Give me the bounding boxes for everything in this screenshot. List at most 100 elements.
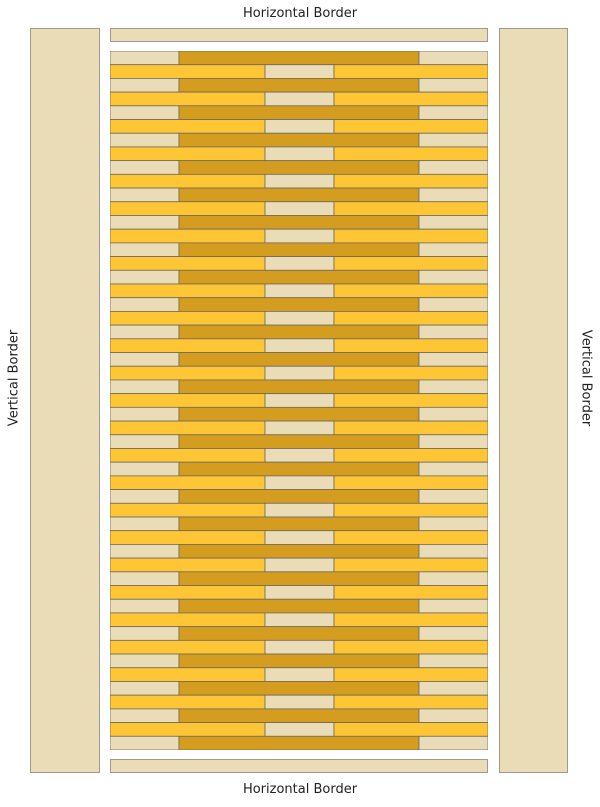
quilt-piece-light [110, 132, 180, 148]
quilt-piece-light [418, 187, 488, 203]
quilt-piece-bright-gold [333, 448, 488, 463]
quilt-piece-bright-gold [333, 64, 488, 79]
quilt-piece-dark-gold [178, 461, 420, 477]
quilt-piece-light [264, 448, 335, 463]
quilt-piece-bright-gold [333, 502, 488, 518]
quilt-piece-dark-gold [178, 598, 420, 614]
quilt-piece-bright-gold [333, 365, 488, 381]
quilt-piece-light [418, 708, 488, 723]
quilt-piece-dark-gold [178, 187, 420, 203]
quilt-center-panel [110, 51, 488, 750]
quilt-piece-bright-gold [333, 283, 488, 299]
quilt-piece-dark-gold [178, 269, 420, 285]
quilt-piece-light [418, 571, 488, 586]
quilt-piece-dark-gold [178, 489, 420, 504]
quilt-piece-light [110, 105, 180, 120]
quilt-piece-bright-gold [110, 311, 266, 326]
quilt-piece-bright-gold [333, 146, 488, 162]
quilt-piece-light [110, 516, 180, 532]
quilt-piece-dark-gold [178, 626, 420, 641]
quilt-piece-bright-gold [110, 585, 266, 600]
quilt-piece-light [264, 228, 335, 244]
quilt-piece-light [418, 379, 488, 395]
quilt-piece-light [110, 571, 180, 586]
quilt-piece-dark-gold [178, 215, 420, 230]
quilt-piece-bright-gold [333, 201, 488, 216]
quilt-piece-dark-gold [178, 51, 420, 66]
quilt-piece-light [418, 215, 488, 230]
quilt-piece-bright-gold [333, 557, 488, 573]
quilt-piece-light [264, 667, 335, 682]
quilt-piece-bright-gold [333, 722, 488, 737]
quilt-piece-light [264, 420, 335, 436]
quilt-piece-light [264, 119, 335, 134]
quilt-piece-bright-gold [333, 311, 488, 326]
quilt-piece-light [264, 612, 335, 628]
quilt-piece-bright-gold [110, 146, 266, 162]
quilt-piece-light [418, 352, 488, 367]
quilt-piece-dark-gold [178, 105, 420, 120]
quilt-piece-light [418, 269, 488, 285]
quilt-piece-light [110, 215, 180, 230]
quilt-piece-light [110, 297, 180, 312]
quilt-piece-bright-gold [110, 256, 266, 271]
quilt-piece-light [418, 51, 488, 66]
quilt-piece-light [418, 489, 488, 504]
quilt-piece-light [110, 681, 180, 696]
quilt-piece-light [264, 283, 335, 299]
horizontal-border-bottom [110, 759, 488, 773]
quilt-piece-light [110, 626, 180, 641]
quilt-piece-dark-gold [178, 352, 420, 367]
quilt-piece-light [418, 735, 488, 750]
quilt-piece-bright-gold [333, 393, 488, 408]
quilt-piece-bright-gold [110, 64, 266, 79]
quilt-piece-light [264, 338, 335, 353]
quilt-piece-bright-gold [333, 228, 488, 244]
quilt-piece-bright-gold [110, 420, 266, 436]
horizontal-border-label-bottom: Horizontal Border [242, 782, 358, 797]
quilt-piece-light [264, 639, 335, 655]
horizontal-border-top [110, 28, 488, 42]
quilt-piece-bright-gold [110, 228, 266, 244]
quilt-piece-light [110, 406, 180, 422]
quilt-piece-light [264, 256, 335, 271]
quilt-piece-light [110, 379, 180, 395]
quilt-piece-bright-gold [333, 667, 488, 682]
quilt-piece-bright-gold [110, 667, 266, 682]
quilt-piece-light [418, 132, 488, 148]
vertical-border-label-left: Vertical Border [6, 329, 22, 427]
quilt-piece-light [110, 324, 180, 340]
quilt-piece-light [418, 78, 488, 93]
quilt-piece-light [110, 242, 180, 257]
quilt-piece-light [264, 694, 335, 710]
quilt-piece-light [264, 311, 335, 326]
quilt-piece-light [110, 544, 180, 559]
quilt-piece-dark-gold [178, 406, 420, 422]
quilt-piece-bright-gold [110, 201, 266, 216]
quilt-piece-light [110, 51, 180, 66]
quilt-piece-light [418, 461, 488, 477]
quilt-piece-dark-gold [178, 571, 420, 586]
quilt-piece-bright-gold [110, 612, 266, 628]
quilt-piece-light [418, 626, 488, 641]
quilt-piece-light [110, 598, 180, 614]
quilt-piece-light [264, 393, 335, 408]
quilt-piece-bright-gold [110, 283, 266, 299]
quilt-piece-light [264, 530, 335, 545]
quilt-piece-light [264, 64, 335, 79]
quilt-piece-dark-gold [178, 324, 420, 340]
quilt-piece-dark-gold [178, 516, 420, 532]
quilt-piece-bright-gold [110, 722, 266, 737]
quilt-piece-light [110, 269, 180, 285]
quilt-piece-dark-gold [178, 78, 420, 93]
quilt-piece-light [110, 708, 180, 723]
quilt-piece-bright-gold [110, 338, 266, 353]
quilt-piece-bright-gold [333, 475, 488, 490]
vertical-border-right [499, 28, 568, 773]
quilt-piece-bright-gold [333, 173, 488, 189]
quilt-piece-dark-gold [178, 297, 420, 312]
quilt-piece-dark-gold [178, 434, 420, 449]
quilt-piece-light [418, 681, 488, 696]
quilt-piece-dark-gold [178, 132, 420, 148]
quilt-piece-dark-gold [178, 544, 420, 559]
